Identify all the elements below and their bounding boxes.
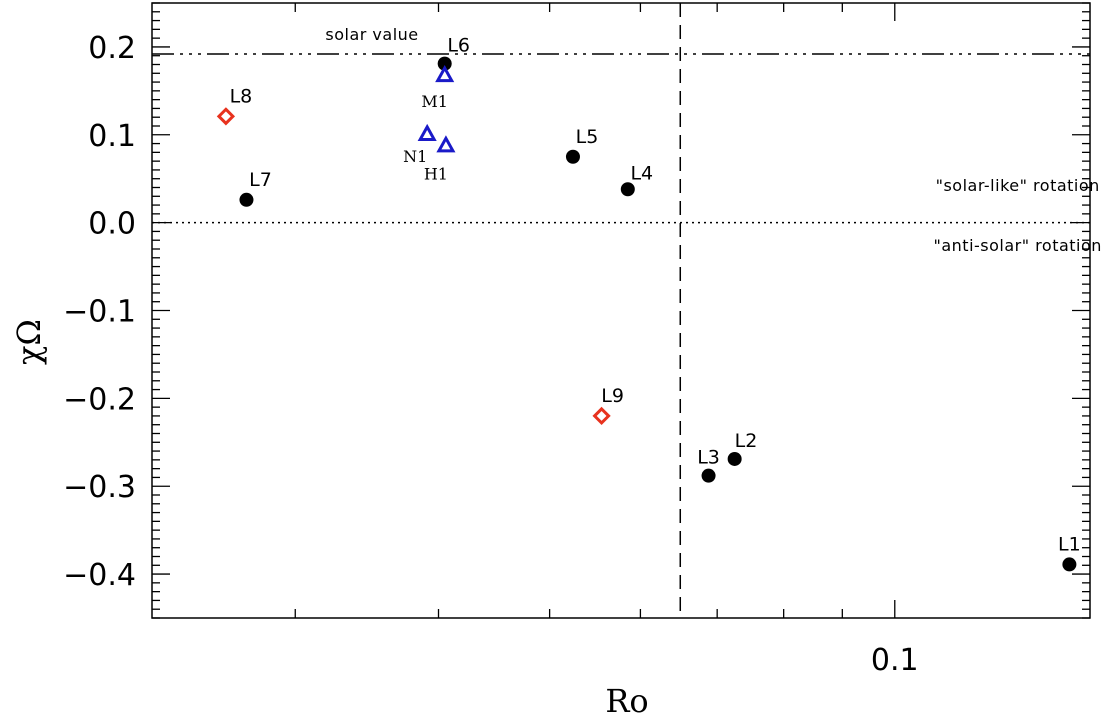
- point-label-M1: M1: [421, 92, 448, 111]
- point-label-L7: L7: [249, 169, 272, 191]
- annotation-text: "anti-solar" rotation: [933, 236, 1101, 255]
- point-label-L3: L3: [697, 447, 720, 469]
- data-points: [216, 56, 1077, 572]
- point-label-L1: L1: [1058, 533, 1081, 555]
- point-L7: [239, 192, 254, 207]
- point-label-L2: L2: [735, 430, 758, 452]
- point-label-N1: N1: [403, 147, 427, 166]
- point-H1: [436, 135, 456, 153]
- y-tick-label: −0.2: [63, 382, 136, 417]
- x-tick-label: 0.1: [871, 643, 919, 678]
- point-label-L8: L8: [230, 85, 253, 107]
- y-tick-label: −0.3: [63, 470, 136, 505]
- point-L1: [1062, 557, 1077, 572]
- point-L4: [620, 182, 635, 197]
- point-L5: [565, 149, 580, 164]
- reference-line-label: solar value: [325, 25, 418, 44]
- reference-lines: solar value: [152, 3, 1090, 618]
- annotations: "solar-like" rotation "anti-solar" rotati…: [933, 176, 1101, 255]
- point-M1: [435, 64, 455, 83]
- x-axis-title: Ro: [605, 682, 648, 720]
- y-tick-label: 0.2: [88, 31, 136, 66]
- annotation-text: "solar-like" rotation: [936, 176, 1100, 195]
- point-label-L4: L4: [630, 162, 653, 184]
- y-tick-label: −0.4: [63, 558, 136, 593]
- point-L6: [437, 56, 452, 71]
- point-L3: [701, 468, 716, 483]
- y-tick-label: 0.1: [88, 119, 136, 154]
- plot-border: [151, 2, 1091, 619]
- y-tick-label: 0.0: [88, 207, 136, 242]
- point-N1: [417, 123, 437, 142]
- point-label-L5: L5: [576, 126, 599, 148]
- axis-ticks: [152, 2, 1090, 619]
- point-L9: [592, 406, 611, 426]
- y-axis-title: χΩ: [10, 319, 48, 365]
- point-L2: [727, 451, 742, 466]
- point-label-H1: H1: [424, 164, 448, 183]
- point-L8: [216, 107, 236, 126]
- y-tick-label: −0.1: [63, 295, 136, 330]
- plot-frame: [151, 2, 1091, 619]
- point-label-L9: L9: [601, 385, 624, 407]
- tick-labels: 0.2 0.1 0.0 −0.1 −0.2 −0.3 −0.4 0.1: [63, 31, 918, 678]
- point-label-L6: L6: [447, 35, 470, 57]
